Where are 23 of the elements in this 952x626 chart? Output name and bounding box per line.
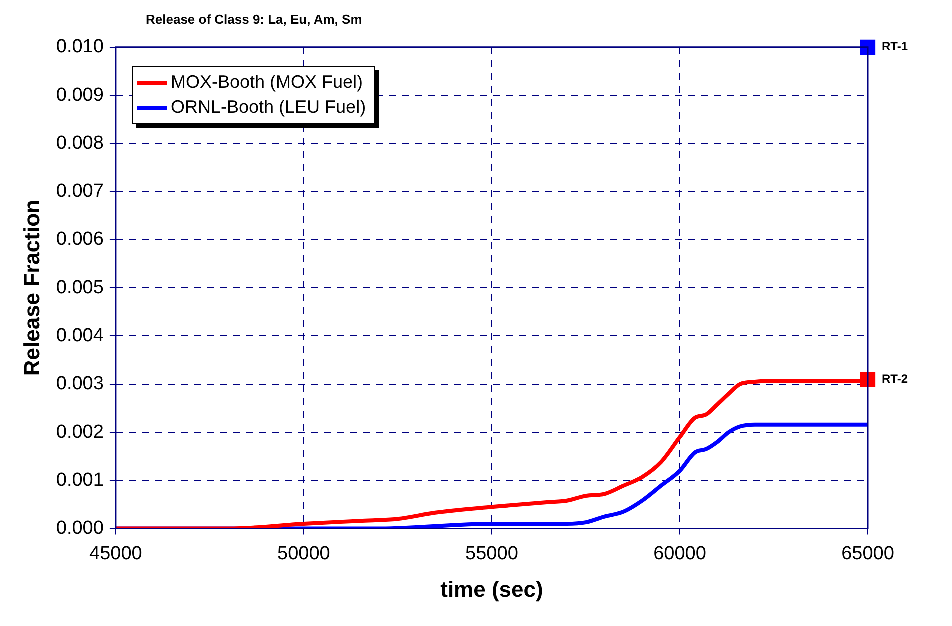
series-label: RT-2 (882, 372, 908, 386)
y-tick-label: 0.002 (56, 422, 104, 443)
y-axis-title: Release Fraction (19, 200, 44, 376)
x-axis-title: time (sec) (440, 576, 544, 602)
series-label: RT-1 (882, 40, 908, 54)
x-tick-label: 55000 (466, 543, 518, 564)
legend-label: ORNL-Booth (LEU Fuel) (171, 96, 366, 119)
x-tick-label: 60000 (654, 543, 706, 564)
y-tick-label: 0.008 (56, 132, 104, 154)
y-tick-label: 0.004 (56, 325, 104, 346)
x-tick-label: 45000 (90, 543, 142, 564)
y-tick-label: 0.005 (56, 277, 104, 298)
chart-title: Release of Class 9: La, Eu, Am, Sm (146, 12, 362, 27)
x-tick-label: 50000 (278, 543, 330, 564)
legend-label: MOX-Booth (MOX Fuel) (171, 71, 364, 94)
y-tick-label: 0.001 (56, 470, 104, 491)
x-tick-label: 65000 (842, 543, 894, 564)
y-tick-label: 0.003 (56, 374, 104, 395)
y-tick-label: 0.007 (56, 181, 104, 202)
y-tick-label: 0.010 (56, 36, 104, 58)
y-tick-label: 0.000 (56, 518, 104, 540)
y-tick-label: 0.009 (56, 84, 104, 106)
y-tick-label: 0.006 (56, 229, 104, 250)
